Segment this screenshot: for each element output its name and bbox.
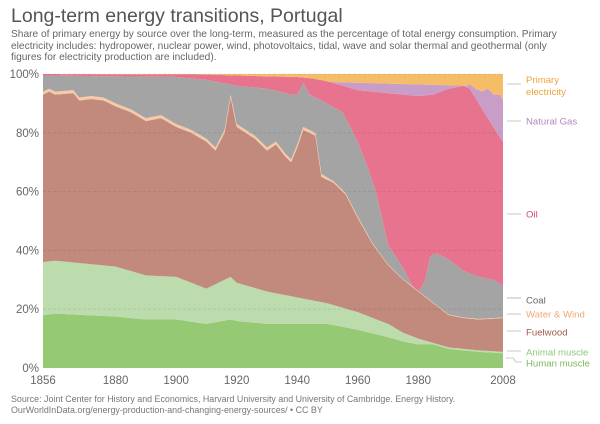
x-tick-label: 1920 xyxy=(224,375,250,387)
x-tick-label: 1940 xyxy=(284,375,310,387)
y-axis: 0% 20% 40% 60% 80% 100% xyxy=(10,69,39,375)
y-tick-label: 20% xyxy=(16,304,39,316)
area-coal[interactable] xyxy=(43,75,503,319)
legend-label: Animal muscle xyxy=(526,348,588,359)
area-oil[interactable] xyxy=(43,74,503,291)
y-tick-label: 80% xyxy=(16,128,39,140)
legend-label: Water & Wind xyxy=(526,310,585,321)
x-tick-label: 2008 xyxy=(490,375,516,387)
legend-label: Oil xyxy=(526,210,538,221)
y-tick-label: 40% xyxy=(16,245,39,257)
area-layers xyxy=(43,74,503,368)
area-fuelwood[interactable] xyxy=(43,91,503,352)
legend-label-line2: electricity xyxy=(526,87,566,98)
legend-item-natural-gas[interactable]: Natural Gas xyxy=(507,117,577,128)
chart-title: Long-term energy transitions, Portugal xyxy=(11,5,343,27)
x-tick-label: 1900 xyxy=(163,375,189,387)
legend-item-fuelwood[interactable]: Fuelwood xyxy=(507,328,568,339)
x-tick-label: 1980 xyxy=(405,375,431,387)
y-tick-label: 0% xyxy=(22,363,39,375)
x-tick-label: 1880 xyxy=(103,375,129,387)
legend-item-human-muscle[interactable]: Human muscle xyxy=(506,357,590,370)
legend-label: Coal xyxy=(526,296,546,307)
area-primary-electricity[interactable] xyxy=(43,74,503,101)
area-natural-gas[interactable] xyxy=(43,74,503,142)
legend-connector xyxy=(506,357,522,363)
legend-item-animal-muscle[interactable]: Animal muscle xyxy=(507,348,588,359)
source-note: Source: Joint Center for History and Eco… xyxy=(11,394,591,416)
legend-item-oil[interactable]: Oil xyxy=(507,210,538,221)
y-tick-label: 60% xyxy=(16,187,39,199)
x-tick-label: 1856 xyxy=(30,375,56,387)
legend-label: Fuelwood xyxy=(526,328,568,339)
area-animal-muscle[interactable] xyxy=(43,260,503,354)
chart-subtitle: Share of primary energy by source over t… xyxy=(11,29,557,64)
x-tick-label: 1960 xyxy=(345,375,371,387)
legend-label: Human muscle xyxy=(526,359,590,370)
legend-label: Natural Gas xyxy=(526,117,577,128)
legend-item-water-wind[interactable]: Water & Wind xyxy=(507,310,585,321)
gridlines xyxy=(43,73,503,310)
area-human-muscle[interactable] xyxy=(43,313,503,368)
source-line-1: Source: Joint Center for History and Eco… xyxy=(11,394,456,404)
legend-item-coal[interactable]: Coal xyxy=(507,296,546,307)
y-tick-label: 100% xyxy=(10,69,39,81)
source-line-2[interactable]: OurWorldInData.org/energy-production-and… xyxy=(11,405,323,415)
legend-label: Primary xyxy=(526,75,559,86)
x-axis: 1856 1880 1900 1920 1940 1960 1980 2008 xyxy=(30,375,516,387)
